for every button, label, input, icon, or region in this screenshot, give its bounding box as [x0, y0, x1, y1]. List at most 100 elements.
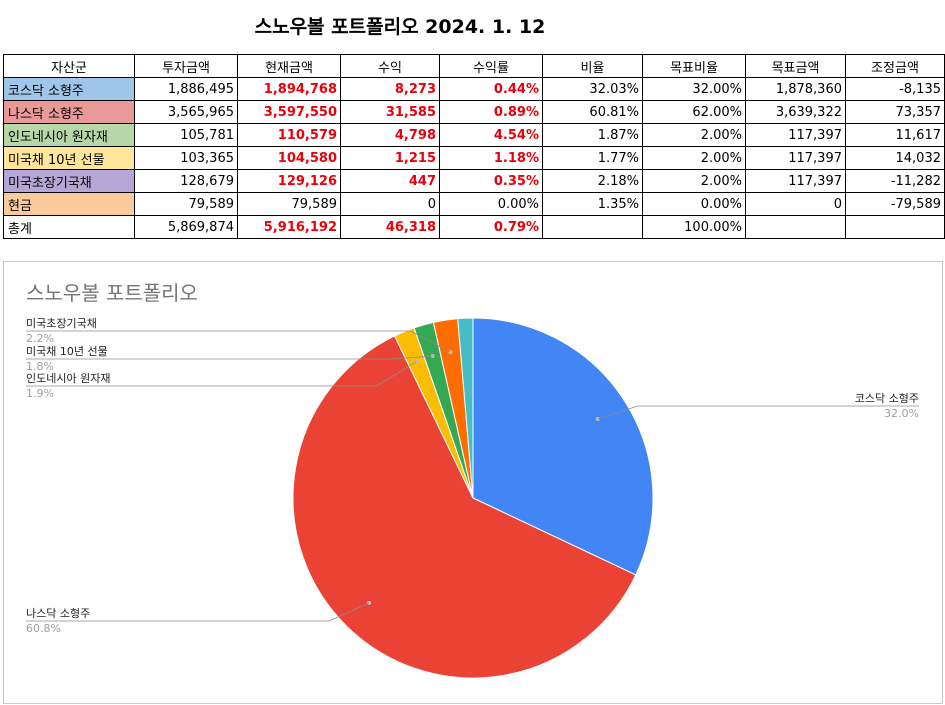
leader-line — [26, 330, 451, 353]
asset-name: 현금 — [3, 192, 135, 216]
ratio-cell: 1.35% — [542, 192, 643, 216]
slice-percent-label: 1.9% — [26, 387, 54, 400]
header-target-amount: 목표금액 — [745, 54, 846, 78]
profit-cell: 0 — [340, 192, 440, 216]
slice-label: 코스닥 소형주 — [855, 392, 919, 405]
ratio-cell: 60.81% — [542, 100, 643, 124]
header-target-ratio: 목표비율 — [642, 54, 746, 78]
current-cell: 104,580 — [237, 146, 341, 170]
target-ratio-cell: 2.00% — [642, 169, 746, 193]
current-cell: 1,894,768 — [237, 77, 341, 101]
pie-slice — [472, 317, 654, 576]
slice-percent-label: 60.8% — [26, 622, 61, 635]
target-amount-cell: 117,397 — [745, 123, 846, 147]
total-invest: 5,869,874 — [134, 215, 238, 239]
leader-dot — [448, 350, 453, 355]
pie-chart-panel: 스노우볼 포트폴리오 코스닥 소형주 32.0% 나스닥 소형주 60.8% 인도네시아… — [3, 261, 943, 704]
rate-cell: 1.18% — [439, 146, 543, 170]
rate-cell: 4.54% — [439, 123, 543, 147]
target-amount-cell: 117,397 — [745, 146, 846, 170]
profit-cell: 4,798 — [340, 123, 440, 147]
header-rate: 수익률 — [439, 54, 543, 78]
table-row: 나스닥 소형주 3,565,965 3,597,550 31,585 0.89%… — [3, 100, 945, 124]
invest-cell: 1,886,495 — [134, 77, 238, 101]
total-rate: 0.79% — [439, 215, 543, 239]
current-cell: 3,597,550 — [237, 100, 341, 124]
asset-name: 인도네시아 원자재 — [3, 123, 135, 147]
slice-percent-label: 32.0% — [884, 407, 919, 420]
target-ratio-cell: 62.00% — [642, 100, 746, 124]
invest-cell: 3,565,965 — [134, 100, 238, 124]
leader-line — [597, 405, 919, 420]
current-cell: 129,126 — [237, 169, 341, 193]
profit-cell: 1,215 — [340, 146, 440, 170]
asset-name: 미국채 10년 선물 — [3, 146, 135, 170]
total-target-amount — [745, 215, 846, 239]
pie-slices — [292, 317, 654, 679]
table-row: 현금 79,589 79,589 0 0.00% 1.35% 0.00% 0 -… — [3, 192, 945, 216]
total-ratio — [542, 215, 643, 239]
total-row: 총계 5,869,874 5,916,192 46,318 0.79% 100.… — [3, 215, 945, 239]
header-profit: 수익 — [340, 54, 440, 78]
rate-cell: 0.44% — [439, 77, 543, 101]
total-target-ratio: 100.00% — [642, 215, 746, 239]
adjust-cell: 14,032 — [845, 146, 945, 170]
table-row: 미국초장기국채 128,679 129,126 447 0.35% 2.18% … — [3, 169, 945, 193]
target-ratio-cell: 32.00% — [642, 77, 746, 101]
total-label: 총계 — [3, 215, 135, 239]
adjust-cell: -8,135 — [845, 77, 945, 101]
profit-cell: 447 — [340, 169, 440, 193]
leader-line — [26, 355, 433, 360]
adjust-cell: -11,282 — [845, 169, 945, 193]
rate-cell: 0.89% — [439, 100, 543, 124]
rate-cell: 0.00% — [439, 192, 543, 216]
adjust-cell: 73,357 — [845, 100, 945, 124]
total-profit: 46,318 — [340, 215, 440, 239]
current-cell: 110,579 — [237, 123, 341, 147]
slice-percent-label: 2.2% — [26, 332, 54, 345]
asset-name: 나스닥 소형주 — [3, 100, 135, 124]
table-row: 미국채 10년 선물 103,365 104,580 1,215 1.18% 1… — [3, 146, 945, 170]
invest-cell: 128,679 — [134, 169, 238, 193]
slice-label: 인도네시아 원자재 — [26, 372, 110, 385]
ratio-cell: 1.77% — [542, 146, 643, 170]
slice-percent-label: 1.8% — [26, 360, 54, 373]
total-adjust — [845, 215, 945, 239]
target-amount-cell: 0 — [745, 192, 846, 216]
profit-cell: 8,273 — [340, 77, 440, 101]
pie-chart: 스노우볼 포트폴리오 코스닥 소형주 32.0% 나스닥 소형주 60.8% 인도네시아… — [26, 281, 919, 679]
target-ratio-cell: 2.00% — [642, 123, 746, 147]
header-asset: 자산군 — [3, 54, 135, 78]
header-ratio: 비율 — [542, 54, 643, 78]
pie-slice — [292, 335, 637, 679]
total-current: 5,916,192 — [237, 215, 341, 239]
header-adjust: 조정금액 — [845, 54, 945, 78]
adjust-cell: 11,617 — [845, 123, 945, 147]
portfolio-table: 자산군 투자금액 현재금액 수익 수익률 비율 목표비율 목표금액 조정금액 코… — [3, 54, 945, 239]
current-cell: 79,589 — [237, 192, 341, 216]
target-amount-cell: 3,639,322 — [745, 100, 846, 124]
profit-cell: 31,585 — [340, 100, 440, 124]
leader-line — [26, 602, 370, 622]
target-ratio-cell: 2.00% — [642, 146, 746, 170]
table-row: 인도네시아 원자재 105,781 110,579 4,798 4.54% 1.… — [3, 123, 945, 147]
ratio-cell: 2.18% — [542, 169, 643, 193]
invest-cell: 79,589 — [134, 192, 238, 216]
invest-cell: 105,781 — [134, 123, 238, 147]
invest-cell: 103,365 — [134, 146, 238, 170]
leader-line — [26, 361, 417, 387]
slice-label: 미국초장기국채 — [26, 317, 97, 330]
pie-labels: 코스닥 소형주 32.0% 나스닥 소형주 60.8% 인도네시아 원자재 1.9% 미국채… — [26, 317, 919, 635]
table-header-row: 자산군 투자금액 현재금액 수익 수익률 비율 목표비율 목표금액 조정금액 — [3, 54, 945, 78]
target-amount-cell: 1,878,360 — [745, 77, 846, 101]
ratio-cell: 1.87% — [542, 123, 643, 147]
slice-label: 미국채 10년 선물 — [26, 345, 108, 358]
header-current: 현재금액 — [237, 54, 341, 78]
pie-slice — [457, 317, 474, 499]
chart-title: 스노우볼 포트폴리오 — [26, 281, 198, 305]
asset-name: 미국초장기국채 — [3, 169, 135, 193]
asset-name: 코스닥 소형주 — [3, 77, 135, 101]
header-invest: 투자금액 — [134, 54, 238, 78]
target-ratio-cell: 0.00% — [642, 192, 746, 216]
slice-label: 나스닥 소형주 — [26, 607, 90, 620]
